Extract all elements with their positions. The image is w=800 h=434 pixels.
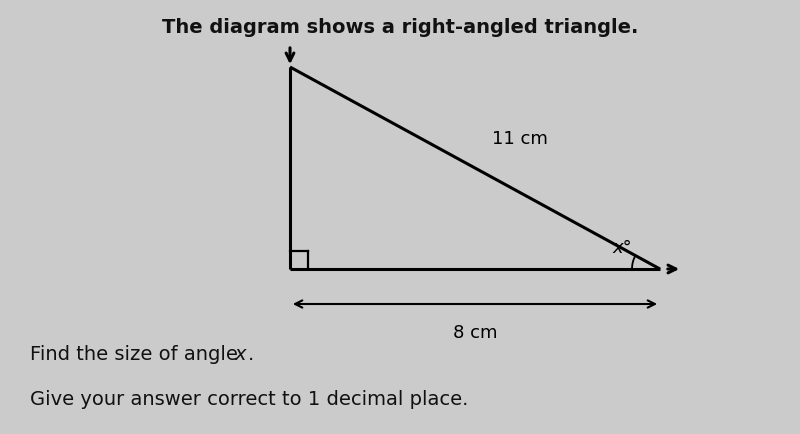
Text: Find the size of angle: Find the size of angle (30, 344, 244, 363)
Text: The diagram shows a right-angled triangle.: The diagram shows a right-angled triangl… (162, 18, 638, 37)
Text: x°: x° (612, 238, 632, 256)
Text: 8 cm: 8 cm (453, 323, 498, 341)
Text: 11 cm: 11 cm (492, 130, 548, 148)
Text: x: x (235, 344, 246, 363)
Text: Give your answer correct to 1 decimal place.: Give your answer correct to 1 decimal pl… (30, 389, 468, 408)
Text: .: . (248, 344, 254, 363)
